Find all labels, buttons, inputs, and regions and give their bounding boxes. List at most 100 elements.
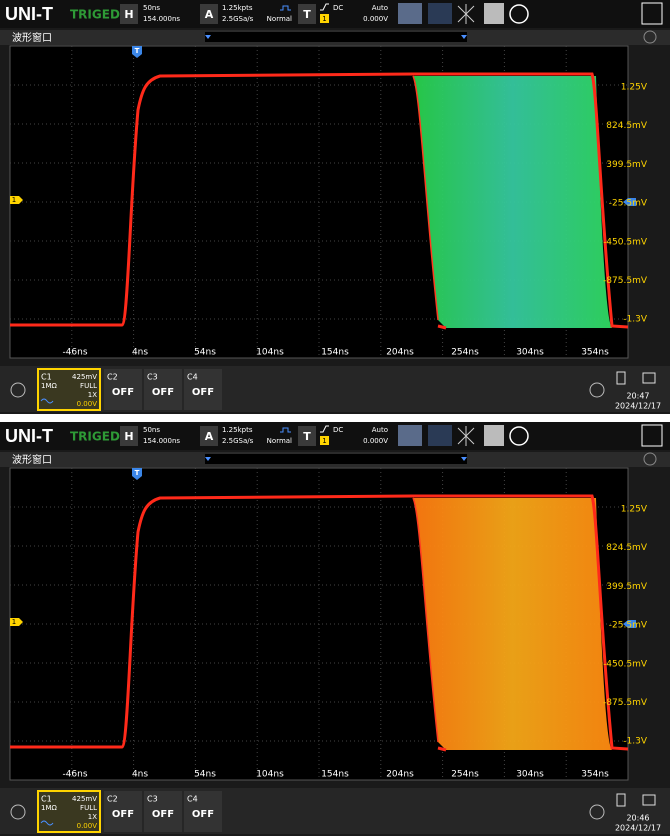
x-axis-label: 354ns xyxy=(581,770,609,780)
trigger-level-marker xyxy=(623,620,636,628)
x-axis-label: 154ns xyxy=(321,770,349,780)
y-axis-label: 824.5mV xyxy=(606,121,648,131)
pulse-icon xyxy=(280,5,291,11)
channel-name: C2 xyxy=(107,795,118,804)
channel-name: C2 xyxy=(107,373,118,382)
toolbar xyxy=(0,0,670,28)
channel-bandwidth: FULL xyxy=(80,382,97,390)
trigger-status: TRIGED xyxy=(70,8,120,22)
x-axis-label: -46ns xyxy=(62,348,87,358)
y-axis-label: -875.5mV xyxy=(603,698,648,708)
x-axis-label: 4ns xyxy=(132,770,148,780)
clock-date: 2024/12/17 xyxy=(615,402,661,411)
x-axis-label: 54ns xyxy=(194,348,216,358)
channel-box[interactable] xyxy=(144,369,182,410)
x-axis-label: 154ns xyxy=(321,348,349,358)
x-axis-label: 304ns xyxy=(516,770,544,780)
channel-state: OFF xyxy=(152,387,174,398)
math-icon[interactable] xyxy=(457,4,475,24)
channel-marker-label: 1 xyxy=(12,196,16,204)
a-button[interactable] xyxy=(200,426,218,446)
x-axis-label: 304ns xyxy=(516,348,544,358)
channel-marker xyxy=(10,196,23,204)
edge-icon xyxy=(320,3,329,11)
channel-1-box[interactable] xyxy=(37,790,101,833)
a-mode: Normal xyxy=(267,437,292,445)
channel-probe: 1X xyxy=(88,391,97,399)
t-coupling: DC xyxy=(333,426,343,434)
zoom-icon[interactable] xyxy=(643,452,657,466)
h-button[interactable] xyxy=(120,4,138,24)
a-button[interactable] xyxy=(200,4,218,24)
trigger-status: TRIGED xyxy=(70,430,120,444)
logo: UNI-T xyxy=(5,4,53,24)
clock-time: 20:46 xyxy=(626,814,649,823)
a-mode: Normal xyxy=(267,15,292,23)
trigger-position-label: T xyxy=(135,47,140,55)
screenshot-icon[interactable] xyxy=(642,372,656,384)
y-axis-label: 824.5mV xyxy=(606,543,648,553)
h-scale: 50ns xyxy=(143,426,160,434)
screenshot-icon[interactable] xyxy=(642,794,656,806)
scroll-right-button[interactable] xyxy=(589,382,605,398)
search-icon[interactable] xyxy=(509,426,529,446)
cursor-icon[interactable] xyxy=(428,3,452,24)
search-icon[interactable] xyxy=(509,4,529,24)
h-button[interactable] xyxy=(120,426,138,446)
trigger-position-marker xyxy=(132,468,142,480)
usb-icon[interactable] xyxy=(616,793,626,807)
y-axis-label: -450.5mV xyxy=(603,659,648,669)
t-source-box xyxy=(320,14,329,23)
layout-icon[interactable] xyxy=(641,424,663,447)
usb-icon[interactable] xyxy=(616,371,626,385)
h-offset: 154.000ns xyxy=(143,437,180,445)
scroll-left-button[interactable] xyxy=(10,804,26,820)
zoom-bar xyxy=(205,32,467,42)
channel-box[interactable] xyxy=(104,791,142,832)
y-axis-label: -25.5mV xyxy=(609,621,648,631)
waveform-trace xyxy=(10,72,629,330)
math-icon[interactable] xyxy=(457,426,475,446)
trigger-position-marker xyxy=(132,46,142,58)
a-label: A xyxy=(205,8,214,21)
t-button[interactable] xyxy=(298,426,316,446)
channel-marker-label: 1 xyxy=(12,618,16,626)
y-axis-label: -450.5mV xyxy=(603,237,648,247)
scroll-left-button[interactable] xyxy=(10,382,26,398)
t-mode: Auto xyxy=(372,4,388,12)
zoom-icon[interactable] xyxy=(643,30,657,44)
x-axis-label: -46ns xyxy=(62,770,87,780)
measure-icon[interactable] xyxy=(398,3,422,24)
cursor-icon[interactable] xyxy=(428,425,452,446)
channel-probe: 1X xyxy=(88,813,97,821)
scroll-right-button[interactable] xyxy=(589,804,605,820)
channel-box[interactable] xyxy=(184,369,222,410)
channel-box[interactable] xyxy=(144,791,182,832)
t-mode: Auto xyxy=(372,426,388,434)
t-button[interactable] xyxy=(298,4,316,24)
layout-icon[interactable] xyxy=(641,2,663,25)
window-title: 波形窗口 xyxy=(12,31,52,44)
a-label: A xyxy=(205,430,214,443)
channel-name: C4 xyxy=(187,373,198,382)
channel-1-box[interactable] xyxy=(37,368,101,411)
channel-bandwidth: FULL xyxy=(80,804,97,812)
screen: UNI-T TRIGED H A T 50ns 154.000ns 1.25kpts 2.5GS… xyxy=(0,0,670,414)
channel-state: OFF xyxy=(112,387,134,398)
x-axis-label: 254ns xyxy=(451,348,479,358)
trigger-level-marker xyxy=(623,198,636,206)
channel-impedance: 1MΩ xyxy=(41,382,57,390)
pulse-icon xyxy=(280,427,291,433)
x-axis-label: 354ns xyxy=(581,348,609,358)
x-axis-label: 204ns xyxy=(386,348,414,358)
channel-box[interactable] xyxy=(104,369,142,410)
measure-icon[interactable] xyxy=(398,425,422,446)
x-axis-label: 104ns xyxy=(256,348,284,358)
menu-icon[interactable] xyxy=(484,425,504,446)
edge-icon xyxy=(320,425,329,433)
channel-box[interactable] xyxy=(184,791,222,832)
menu-icon[interactable] xyxy=(484,3,504,24)
y-axis-label: 1.25V xyxy=(621,505,648,515)
t-level: 0.000V xyxy=(363,15,388,23)
